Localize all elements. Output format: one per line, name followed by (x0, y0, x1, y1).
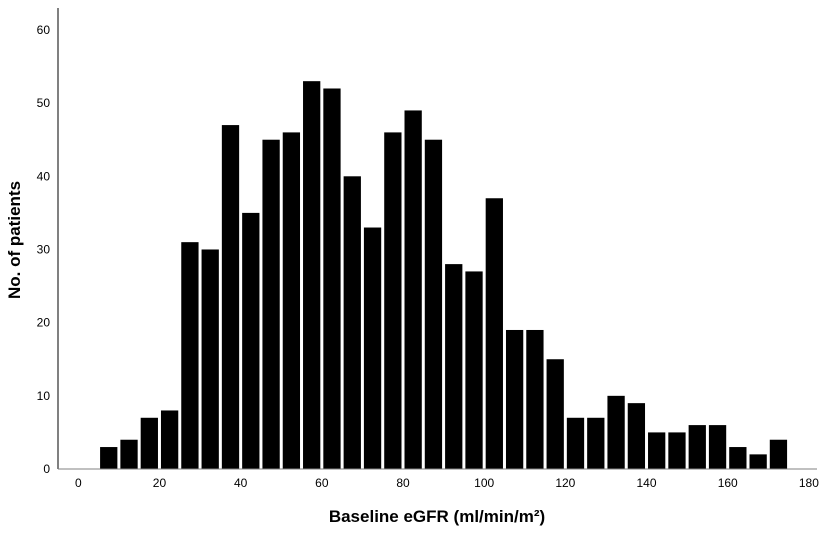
histogram-bar-28 (668, 432, 686, 469)
x-tick-labels: 0 20 40 60 80 100 120 140 160 180 (75, 476, 819, 490)
histogram-bar-29 (688, 425, 706, 469)
y-tick-label: 60 (37, 23, 51, 37)
histogram-bar-30 (708, 425, 727, 469)
x-tick-label: 80 (396, 476, 410, 490)
histogram-bar-7 (242, 212, 260, 469)
histogram-bar-22 (546, 359, 564, 469)
histogram-bar-25 (607, 395, 625, 469)
histogram-bar-31 (729, 447, 747, 469)
histogram-bar-32 (749, 454, 767, 469)
histogram-bar-19 (485, 198, 503, 469)
x-tick-label: 120 (555, 476, 575, 490)
histogram-bar-21 (526, 329, 544, 469)
y-tick-labels: 0 10 20 30 40 50 60 (37, 23, 51, 476)
y-axis-title: No. of patients (5, 181, 24, 299)
x-tick-label: 180 (799, 476, 819, 490)
y-tick-label: 30 (37, 242, 51, 256)
histogram-bar-33 (769, 439, 788, 469)
histogram-bar-1 (120, 439, 138, 469)
histogram-bar-18 (465, 271, 483, 469)
x-axis-title: Baseline eGFR (ml/min/m²) (329, 507, 545, 526)
y-tick-label: 40 (37, 169, 51, 183)
histogram-bar-9 (282, 132, 301, 469)
x-tick-label: 60 (315, 476, 329, 490)
histogram-bar-0 (100, 447, 118, 469)
histogram-bar-10 (303, 81, 321, 470)
y-tick-label: 20 (37, 316, 51, 330)
x-tick-label: 0 (75, 476, 82, 490)
histogram-bar-11 (323, 88, 341, 470)
histogram-bar-8 (262, 139, 280, 469)
histogram-bar-12 (343, 176, 361, 470)
x-tick-label: 140 (637, 476, 657, 490)
histogram-bar-3 (160, 410, 179, 469)
histogram-bar-4 (181, 242, 199, 469)
x-tick-label: 40 (234, 476, 248, 490)
histogram-bar-23 (566, 417, 585, 469)
histogram-bar-14 (384, 132, 402, 469)
x-tick-label: 20 (153, 476, 167, 490)
y-tick-label: 0 (43, 462, 50, 476)
histogram-bar-13 (363, 227, 382, 469)
histogram-bar-17 (445, 264, 463, 469)
histogram-bar-2 (140, 417, 158, 469)
histogram-bar-27 (648, 432, 666, 469)
histogram-bar-5 (201, 249, 219, 469)
histogram-bar-16 (424, 139, 443, 469)
bars-group (100, 81, 788, 470)
x-tick-label: 100 (474, 476, 494, 490)
histogram-bar-15 (404, 110, 422, 469)
y-tick-label: 10 (37, 389, 51, 403)
histogram-bar-26 (627, 403, 646, 469)
y-tick-label: 50 (37, 96, 51, 110)
x-tick-label: 160 (718, 476, 738, 490)
histogram-bar-20 (505, 329, 524, 469)
histogram-bar-6 (221, 125, 240, 469)
histogram-bar-24 (587, 417, 605, 469)
